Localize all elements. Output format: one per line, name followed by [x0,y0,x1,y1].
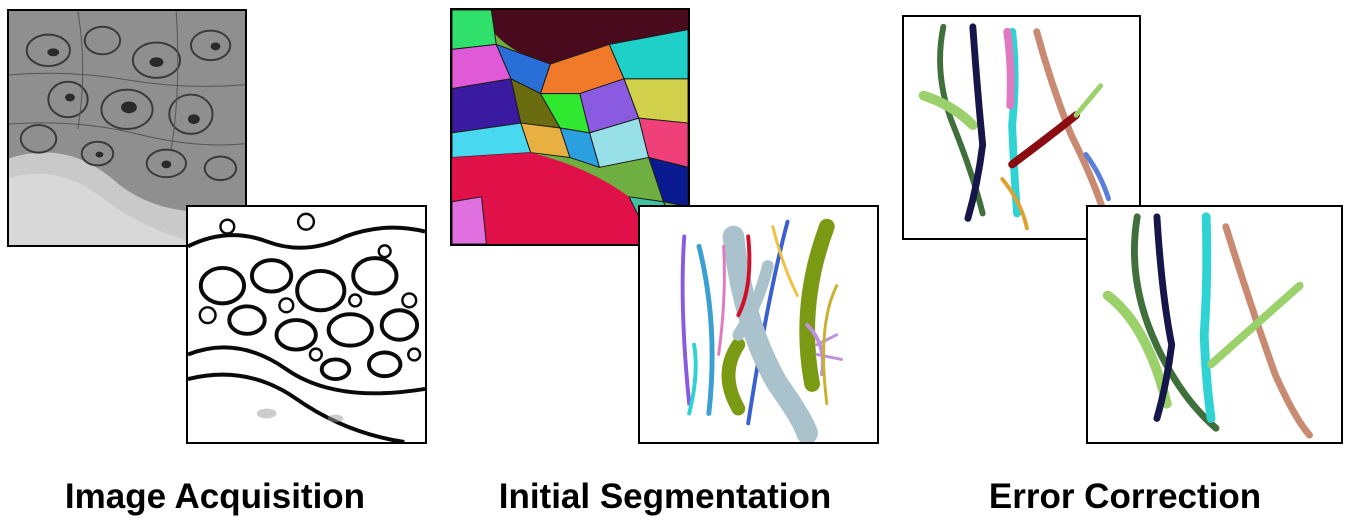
error-panel [902,15,1141,240]
caption-initial-segmentation: Initial Segmentation [498,477,832,516]
membrane-prediction-panel [186,205,427,444]
initial-3d-neurites [640,207,877,442]
3d-reconstruction-panel [638,205,879,444]
membrane-probability-map [188,207,425,442]
corrected-neurites [1088,207,1341,442]
caption-error-correction: Error Correction [988,477,1262,516]
corrected-panel [1086,205,1343,444]
erroneous-neurites [904,17,1139,238]
caption-image-acquisition: Image Acquisition [64,477,366,516]
